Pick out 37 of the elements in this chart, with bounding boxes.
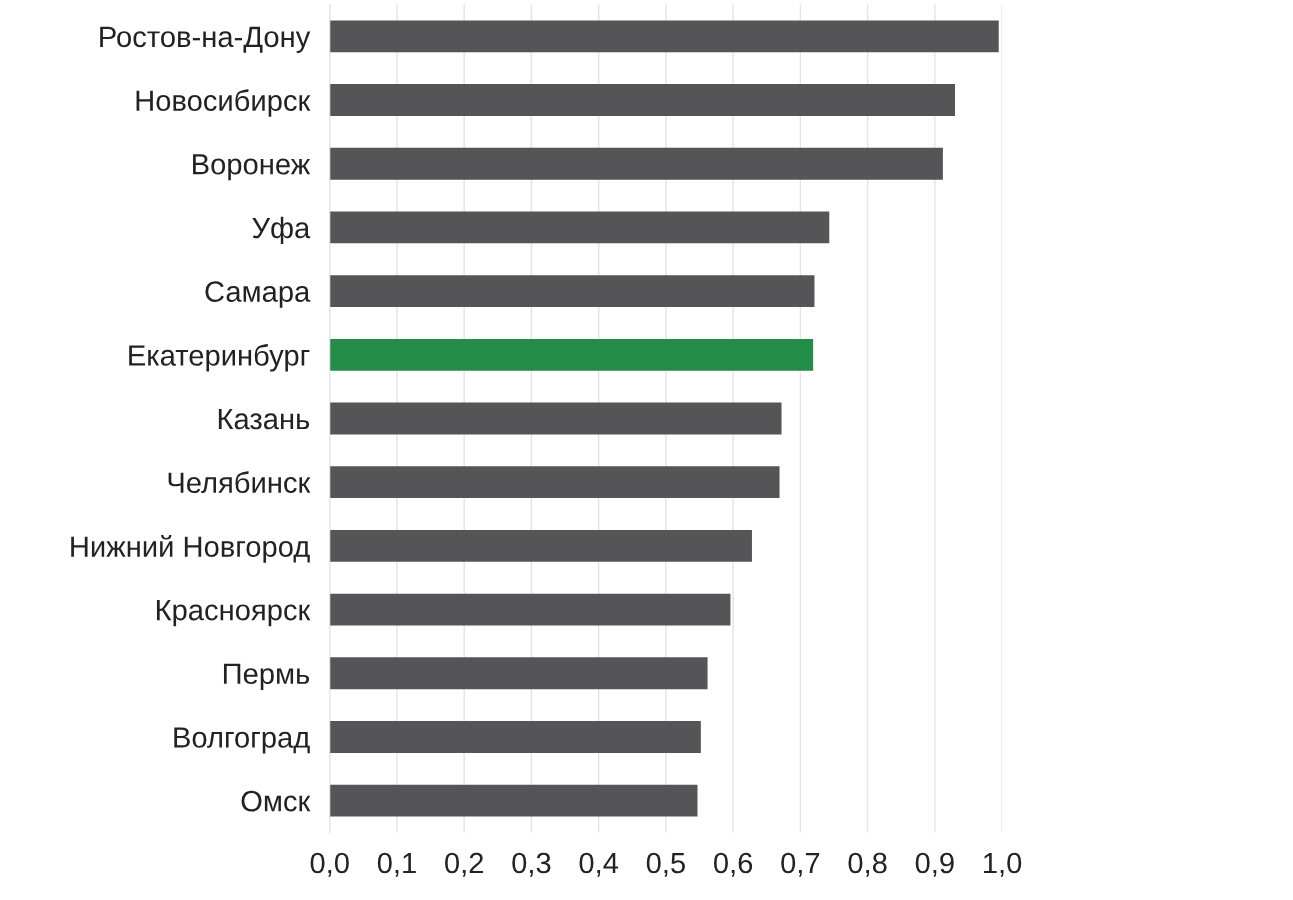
x-tick-label: 1,0 xyxy=(984,852,1022,877)
x-tick-label: 0,2 xyxy=(445,852,483,877)
y-tick-label: Красноярск xyxy=(156,600,311,627)
y-tick-label: Пермь xyxy=(223,663,310,690)
bar xyxy=(329,338,814,371)
x-tick-label: 0,3 xyxy=(512,852,551,877)
x-tick-label: 0,8 xyxy=(848,852,887,877)
y-tick-label: Ростов-на-Дону xyxy=(100,26,311,53)
bar xyxy=(329,529,752,562)
y-tick-label: Челябинск xyxy=(168,471,311,494)
x-tick-label: 0,6 xyxy=(714,852,753,877)
y-tick-label: Новосибирск xyxy=(136,89,311,117)
x-tick-label: 0,9 xyxy=(915,852,954,877)
bar xyxy=(329,657,708,690)
bar xyxy=(329,211,830,244)
bar xyxy=(329,784,698,817)
x-tick-label: 0,7 xyxy=(781,852,820,877)
bar xyxy=(329,147,943,180)
y-tick-label: Омск xyxy=(241,790,311,812)
x-tick-label: 0,1 xyxy=(377,852,416,877)
x-tick-label: 0,0 xyxy=(310,852,349,877)
bar xyxy=(329,275,815,308)
bar xyxy=(329,402,782,435)
y-tick-label: Казань xyxy=(218,409,310,430)
bar xyxy=(329,721,701,753)
y-tick-label: Волгоград xyxy=(174,727,310,754)
y-tick-label: Екатеринбург xyxy=(129,344,310,372)
x-tick-label: 0,4 xyxy=(579,852,619,877)
y-tick-label: Воронеж xyxy=(193,154,311,181)
bar xyxy=(329,466,780,499)
x-tick-label: 0,5 xyxy=(646,852,685,877)
y-tick-label: Нижний Новгород xyxy=(71,535,310,563)
bar xyxy=(329,20,999,53)
bar xyxy=(329,84,956,116)
y-tick-label: Уфа xyxy=(252,216,311,245)
bar xyxy=(329,593,731,626)
y-tick-label: Самара xyxy=(205,281,311,308)
